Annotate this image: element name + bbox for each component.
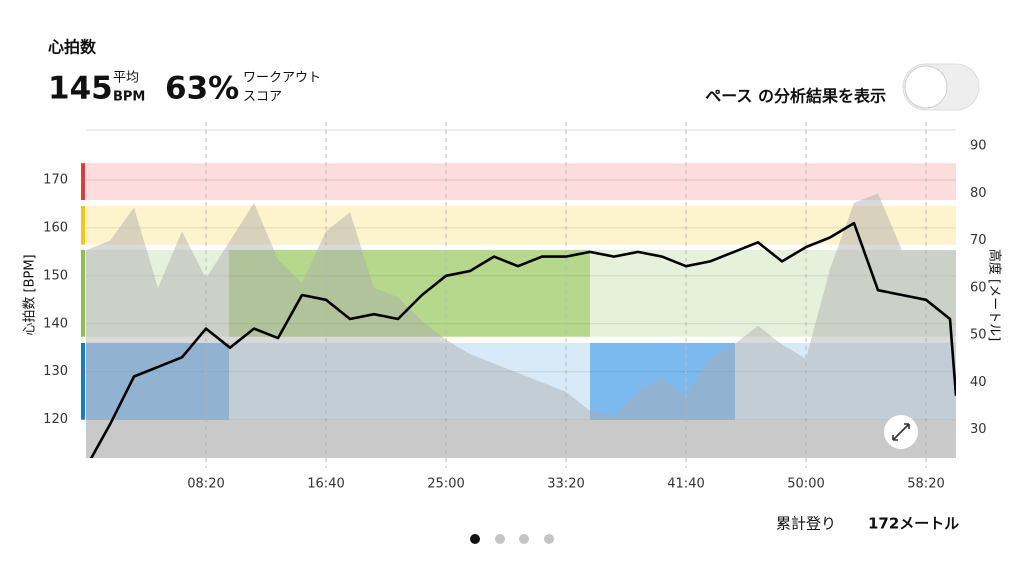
y-tick-label: 120 <box>43 412 68 427</box>
x-tick-label: 08:20 <box>187 477 224 492</box>
y-tick-label: 140 <box>43 316 68 331</box>
expand-icon <box>892 423 910 441</box>
zone <box>86 342 956 420</box>
zone-edge <box>81 342 85 420</box>
y-tick-label: 160 <box>43 220 68 235</box>
zone <box>86 205 956 245</box>
page-dot[interactable] <box>495 534 505 544</box>
x-tick-label: 50:00 <box>787 477 824 492</box>
avg-label: 平均 <box>113 71 139 86</box>
page-dot[interactable] <box>470 534 480 544</box>
page-dot[interactable] <box>519 534 529 544</box>
y2-tick-label: 70 <box>970 233 987 248</box>
x-tick-label: 41:40 <box>667 477 704 492</box>
score-label: スコア <box>243 90 282 105</box>
x-tick-label: 58:20 <box>907 477 944 492</box>
series-group <box>86 193 956 458</box>
zone-highlight <box>86 342 230 420</box>
y-tick-label: 150 <box>43 268 68 283</box>
avg-value: 145 <box>48 71 113 107</box>
toggle-label: ペース の分析結果を表示 <box>705 87 886 106</box>
footer-label: 累計登り <box>776 515 836 533</box>
footer-value: 172メートル <box>868 515 959 533</box>
zone-highlight <box>229 249 591 337</box>
y2-tick-label: 90 <box>970 139 987 154</box>
y2-tick-label: 40 <box>970 375 987 390</box>
score-value: 63% <box>165 71 239 107</box>
zone-edge <box>81 205 85 245</box>
heart-rate-line <box>89 221 956 458</box>
y2-tick-label: 60 <box>970 280 987 295</box>
expand-button[interactable] <box>884 415 918 449</box>
toggle[interactable] <box>902 63 980 111</box>
x-tick-label: 16:40 <box>307 477 344 492</box>
score-label: ワークアウト <box>243 71 321 86</box>
avg-unit: BPM <box>113 90 145 105</box>
below-zone <box>86 419 956 458</box>
y2-tick-label: 50 <box>970 328 987 343</box>
zone-highlight <box>590 342 735 420</box>
y-tick-label: 130 <box>43 364 68 379</box>
y-axis-label: 心拍数 [BPM] <box>23 254 38 335</box>
altitude-area <box>86 193 956 458</box>
title: 心拍数 <box>48 38 97 57</box>
zone-edge <box>81 163 85 201</box>
x-tick-label: 25:00 <box>427 477 464 492</box>
y-tick-label: 170 <box>43 172 68 187</box>
page-dot[interactable] <box>544 534 554 544</box>
zone <box>86 163 956 201</box>
x-tick-label: 33:20 <box>547 477 584 492</box>
toggle-knob[interactable] <box>904 65 948 109</box>
y2-tick-label: 30 <box>970 422 987 437</box>
y2-axis-label: 高度 [メートル] <box>987 249 1003 341</box>
y2-tick-label: 80 <box>970 186 987 201</box>
zone-edge <box>81 249 85 337</box>
plot: 120 130 140 150 160 170 30 40 50 60 70 80 90 08:20 16:… <box>23 122 1003 492</box>
